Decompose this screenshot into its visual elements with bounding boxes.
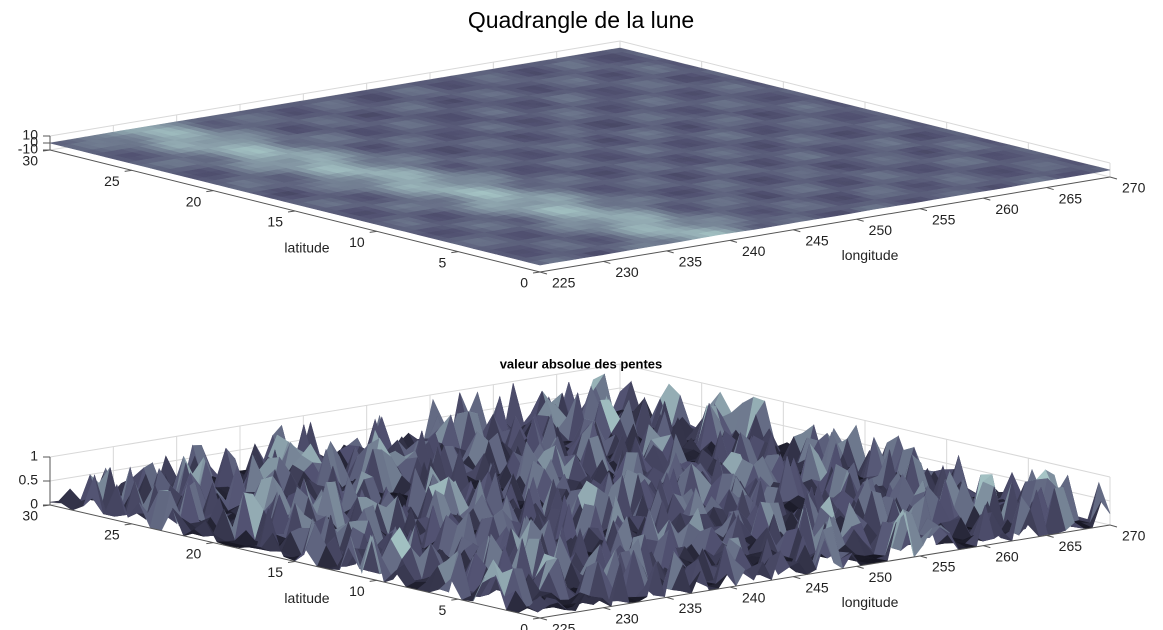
x-tick-label: 250	[869, 222, 893, 238]
grid-line	[49, 40, 621, 137]
x-tick-label: 270	[1122, 180, 1146, 196]
y-tick-label: 10	[349, 234, 365, 250]
axes: 225 230 235 240 245 250 255 260 265 270 0 5 10 15 20 25…	[18, 7, 1146, 291]
x-tick-label: 260	[995, 201, 1019, 217]
x-tick	[856, 218, 864, 222]
x-tick-label: 240	[742, 243, 766, 259]
y-tick-label: 20	[186, 193, 202, 209]
y-tick-label: 25	[104, 173, 120, 189]
x-tick	[983, 197, 991, 201]
x-tick-label: 265	[1059, 190, 1083, 206]
z-tick-label: 10	[22, 127, 38, 143]
x-tick	[1046, 187, 1054, 191]
y-tick-label: 15	[267, 214, 283, 230]
grid-line	[619, 40, 1111, 164]
surface	[49, 373, 1111, 614]
x-tick-label: 255	[932, 211, 956, 227]
x-tick-label: 230	[615, 264, 639, 280]
y-tick	[206, 190, 214, 193]
axes: 2252302352402452502552602652700510152025…	[19, 356, 1146, 630]
x-tick-label: 245	[805, 232, 829, 248]
x-tick	[919, 208, 928, 212]
x-axis-label: longitude	[842, 247, 899, 263]
chart-title: Quadrangle de la lune	[468, 7, 694, 33]
surface	[49, 47, 1111, 266]
x-tick	[666, 250, 674, 254]
y-tick	[124, 169, 132, 172]
x-tick	[729, 239, 738, 243]
x-tick	[793, 229, 801, 233]
x-tick-label: 225	[552, 275, 576, 291]
y-tick	[451, 251, 459, 254]
x-tick	[539, 271, 548, 275]
y-tick	[532, 271, 541, 274]
y-axis-label: latitude	[284, 240, 329, 256]
x-tick	[603, 260, 611, 264]
x-tick	[1109, 176, 1118, 180]
y-tick-label: 5	[439, 254, 447, 270]
y-tick	[287, 210, 296, 213]
x-tick-label: 235	[679, 254, 703, 270]
y-tick	[369, 230, 377, 233]
y-tick-label: 0	[520, 275, 528, 291]
